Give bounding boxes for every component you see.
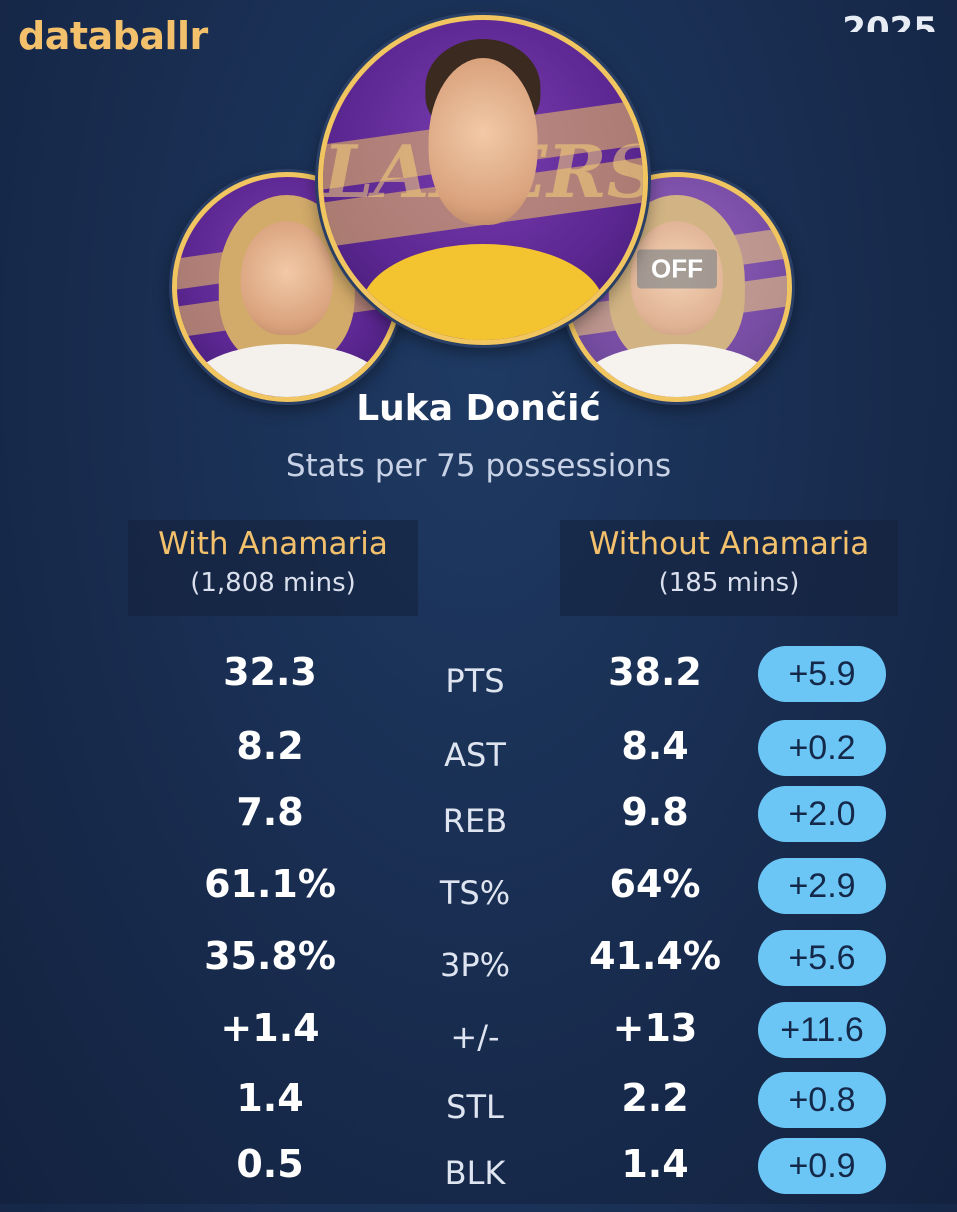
stat-delta-badge: +11.6 bbox=[758, 1002, 886, 1058]
stat-without-value: 41.4% bbox=[589, 934, 721, 978]
luka-doncic-avatar: LAKERS bbox=[318, 15, 648, 345]
stat-label: TS% bbox=[439, 874, 511, 912]
stat-row: 1.4 STL 2.2 +0.8 bbox=[0, 1072, 957, 1146]
column-mins-with: (1,808 mins) bbox=[190, 568, 356, 598]
stat-label: 3P% bbox=[439, 946, 511, 984]
stat-without-value: 2.2 bbox=[621, 1076, 689, 1120]
stat-with-value: 7.8 bbox=[236, 790, 304, 834]
player-name: Luka Dončić bbox=[356, 388, 601, 429]
stat-delta-badge: +0.9 bbox=[758, 1138, 886, 1194]
brand-logo: databallr bbox=[18, 14, 208, 58]
stat-delta-badge: +0.2 bbox=[758, 720, 886, 776]
stat-row: 7.8 REB 9.8 +2.0 bbox=[0, 786, 957, 860]
stat-without-value: 38.2 bbox=[608, 650, 702, 694]
stat-label: STL bbox=[446, 1088, 504, 1126]
column-header-without: Without Anamaria (185 mins) bbox=[560, 520, 898, 616]
column-header-with: With Anamaria (1,808 mins) bbox=[128, 520, 418, 616]
stat-row: 61.1% TS% 64% +2.9 bbox=[0, 858, 957, 932]
stat-delta-badge: +2.0 bbox=[758, 786, 886, 842]
stat-with-value: 32.3 bbox=[223, 650, 317, 694]
stat-label: REB bbox=[442, 802, 508, 840]
stat-row: +1.4 +/- +13 +11.6 bbox=[0, 1002, 957, 1076]
stat-row: 35.8% 3P% 41.4% +5.6 bbox=[0, 930, 957, 1004]
stat-with-value: +1.4 bbox=[220, 1006, 320, 1050]
subtitle: Stats per 75 possessions bbox=[285, 448, 672, 484]
stat-delta-badge: +5.9 bbox=[758, 646, 886, 702]
stat-with-value: 0.5 bbox=[236, 1142, 304, 1186]
stat-label: PTS bbox=[445, 662, 505, 700]
column-mins-without: (185 mins) bbox=[658, 568, 800, 598]
stat-label: +/- bbox=[450, 1018, 500, 1056]
stat-without-value: +13 bbox=[612, 1006, 698, 1050]
stat-without-value: 9.8 bbox=[621, 790, 689, 834]
stat-row: 32.3 PTS 38.2 +5.9 bbox=[0, 646, 957, 720]
stat-delta-badge: +5.6 bbox=[758, 930, 886, 986]
season-year: 2025 bbox=[842, 10, 937, 32]
stat-without-value: 64% bbox=[609, 862, 701, 906]
stat-with-value: 61.1% bbox=[204, 862, 336, 906]
stat-without-value: 1.4 bbox=[621, 1142, 689, 1186]
stat-with-value: 8.2 bbox=[236, 724, 304, 768]
stat-without-value: 8.4 bbox=[621, 724, 689, 768]
stat-row: 0.5 BLK 1.4 +0.9 bbox=[0, 1138, 957, 1212]
stat-delta-badge: +2.9 bbox=[758, 858, 886, 914]
stat-label: AST bbox=[444, 736, 506, 774]
off-badge: OFF bbox=[637, 249, 717, 289]
stat-with-value: 1.4 bbox=[236, 1076, 304, 1120]
stat-label: BLK bbox=[444, 1154, 506, 1192]
column-title-with: With Anamaria bbox=[158, 526, 388, 562]
column-title-without: Without Anamaria bbox=[588, 526, 870, 562]
stat-with-value: 35.8% bbox=[204, 934, 336, 978]
stat-delta-badge: +0.8 bbox=[758, 1072, 886, 1128]
stat-row: 8.2 AST 8.4 +0.2 bbox=[0, 720, 957, 794]
